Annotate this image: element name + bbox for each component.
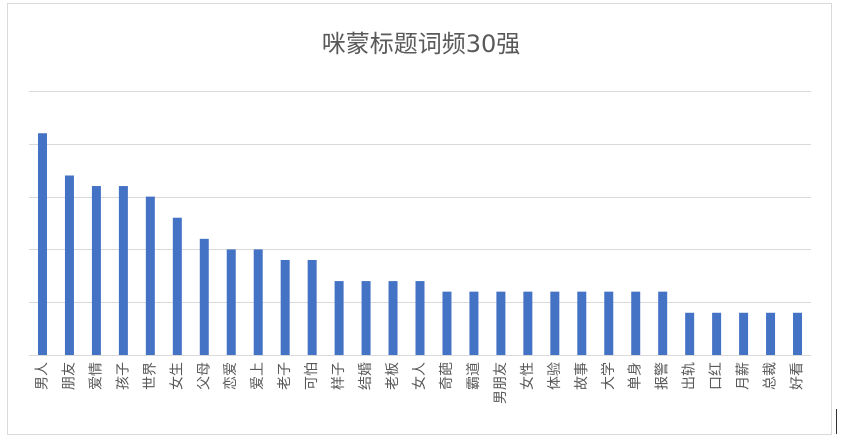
category-label: 男朋友	[493, 362, 509, 404]
category-label: 朋友	[61, 362, 77, 390]
category-label: 爱情	[88, 362, 104, 390]
bar-霸道	[469, 291, 479, 355]
bar-样子	[334, 281, 344, 355]
category-label: 女生	[168, 362, 185, 390]
category-label: 总裁	[763, 362, 779, 390]
category-label: 老子	[277, 362, 293, 390]
bar-恋爱	[226, 249, 236, 355]
bar-报警	[658, 291, 668, 355]
category-labels: 男人 朋友 爱情 孩子 世界 女生 父母 恋爱 爱上 老子 可怕 样子 结婚 老板 女人 奇葩 霸道 男朋友 女性体…	[34, 362, 805, 404]
bar-出轨	[685, 312, 695, 355]
category-label: 报警	[655, 362, 671, 390]
bar-世界	[145, 196, 155, 355]
bar-父母	[199, 238, 209, 355]
bar-奇葩	[442, 291, 452, 355]
category-label: 样子	[331, 362, 347, 390]
category-label: 父母	[196, 362, 212, 390]
bar-爱上	[253, 249, 263, 355]
bar-好看	[793, 312, 803, 355]
category-label: 结婚	[358, 362, 374, 390]
category-label: 单身	[628, 362, 644, 390]
category-label: 孩子	[115, 362, 131, 390]
category-label: 霸道	[466, 362, 482, 390]
chart-frame	[7, 3, 832, 435]
category-label: 世界	[142, 362, 158, 390]
bar-结婚	[361, 281, 371, 355]
text-cursor	[836, 409, 837, 434]
bar-女生	[172, 217, 182, 355]
category-label: 老板	[385, 362, 401, 390]
bar-故事	[577, 291, 587, 355]
bars	[37, 133, 803, 355]
bar-爱情	[91, 186, 101, 355]
category-label: 女人	[411, 362, 428, 390]
bar-总裁	[766, 312, 776, 355]
bar-男人	[37, 133, 47, 355]
bar-老子	[280, 259, 290, 355]
chart-title: 咪蒙标题词频30强	[321, 30, 521, 58]
bar-口红	[712, 312, 722, 355]
category-label: 爱上	[250, 362, 266, 390]
bar-女人	[415, 281, 425, 355]
category-label: 故事	[574, 362, 590, 390]
bar-大学	[604, 291, 614, 355]
category-label: 月薪	[736, 362, 752, 390]
category-label: 女性	[519, 362, 536, 390]
bar-孩子	[118, 186, 128, 355]
bar-女性	[523, 291, 533, 355]
category-label: 恋爱	[222, 362, 239, 390]
bar-体验	[550, 291, 560, 355]
category-label: 好看	[790, 362, 806, 390]
bar-单身	[631, 291, 641, 355]
category-label: 男人	[34, 362, 50, 390]
category-label: 可怕	[304, 362, 320, 390]
bar-可怕	[307, 259, 317, 355]
bar-老板	[388, 281, 398, 355]
bar-月薪	[739, 312, 749, 355]
category-label: 大学	[601, 362, 617, 390]
category-label: 奇葩	[438, 362, 455, 390]
bar-男朋友	[496, 291, 506, 355]
bar-朋友	[64, 175, 74, 355]
category-label: 口红	[709, 362, 725, 390]
category-label: 出轨	[682, 362, 698, 390]
category-label: 体验	[547, 362, 563, 390]
